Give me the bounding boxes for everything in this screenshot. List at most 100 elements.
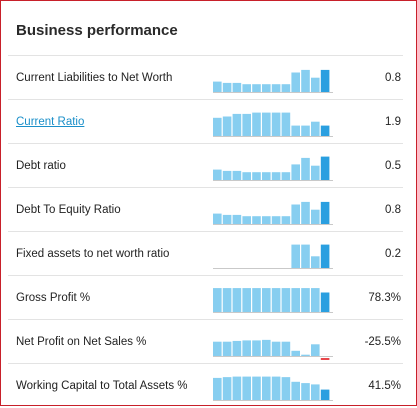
metric-label: Debt To Equity Ratio [16,204,121,216]
metric-value: 1.9 [385,116,401,128]
sparkline-bar [262,172,271,180]
metric-value: 0.8 [385,204,401,216]
sparkline-bar [311,77,320,92]
sparkline-bar [281,377,291,400]
sparkline-bar [252,376,261,400]
sparkline-bar [252,112,261,136]
sparkline-bar [222,116,232,136]
metric-value: 0.8 [385,72,401,84]
metric-label: Fixed assets to net worth ratio [16,248,170,260]
sparkline-bar [320,69,330,92]
metric-value: 0.2 [385,248,401,260]
metric-label: Working Capital to Total Assets % [16,380,188,392]
sparkline-bar [281,216,291,224]
sparkline-bar [301,201,310,224]
sparkline-bar [311,344,320,356]
sparkline-bar [242,113,251,136]
sparkline-bar [271,84,281,92]
sparkline-bar [311,256,320,268]
metric-label-link[interactable]: Current Ratio [16,116,85,128]
sparkline-bar [281,84,291,92]
sparkline-bar [213,377,222,400]
sparkline-bar [301,383,310,400]
sparkline-bar [301,69,310,92]
metric-label: Net Profit on Net Sales % [16,336,147,348]
sparkline-bar [320,125,330,136]
sparkline-bar [213,213,222,224]
sparkline-bar [222,170,232,180]
sparkline-bar [242,376,251,400]
sparkline-bar [213,117,222,136]
metric-row: Debt To Equity Ratio 0.8 [8,187,403,231]
sparkline-bar [252,172,261,180]
metric-row: Gross Profit % 78.3% [8,275,403,319]
sparkline-bar [213,288,222,312]
sparkline-bar [271,376,281,400]
sparkline-bar [262,339,271,356]
sparkline-bar [311,209,320,224]
sparkline-bar [213,341,222,356]
sparkline-bar [281,288,291,312]
sparkline-bar [291,244,300,268]
sparkline-bar [311,165,320,180]
sparkline-bar [291,72,300,92]
metric-value: 78.3% [368,292,401,304]
metrics-list: Current Liabilities to Net Worth 0.8 Curre… [8,55,403,407]
sparkline-bar [242,340,251,356]
sparkline-bar [262,288,271,312]
sparkline-bar [271,172,281,180]
sparkline-bar [320,201,330,224]
sparkline-bar [213,81,222,92]
sparkline-bar [301,354,310,356]
metric-row: Net Profit on Net Sales % -25.5% [8,319,403,363]
metric-row: Current Ratio 1.9 [8,99,403,143]
sparkline-bar [242,84,251,92]
sparkline-bar [320,244,330,268]
sparkline-bar [232,113,242,136]
sparkline-bar [232,170,242,180]
metric-value: 0.5 [385,160,401,172]
metric-sparkline [213,244,333,269]
sparkline-bar [291,204,300,224]
sparkline-bar [271,216,281,224]
sparkline-bar [252,216,261,224]
sparkline-bar [242,216,251,224]
sparkline-bar [271,341,281,356]
metric-label: Current Liabilities to Net Worth [16,72,173,84]
sparkline-bar [301,288,310,312]
metric-label: Gross Profit % [16,292,91,304]
sparkline-bar [222,82,232,92]
sparkline-bar [271,112,281,136]
sparkline-bar [320,389,330,400]
sparkline-bar [291,125,300,136]
sparkline-bar [320,292,330,312]
metric-label: Debt ratio [16,160,66,172]
sparkline-bar [242,288,251,312]
sparkline-bar [252,84,261,92]
sparkline-bar [301,244,310,268]
sparkline-bar [301,125,310,136]
sparkline-bar [301,157,310,180]
metric-value: 41.5% [368,380,401,392]
sparkline-bar [232,214,242,224]
sparkline-bar [281,112,291,136]
sparkline-bar [232,82,242,92]
sparkline-bar [311,288,320,312]
sparkline-bar [232,376,242,400]
sparkline-bar [222,288,232,312]
sparkline-bar [271,288,281,312]
metric-value: -25.5% [364,336,401,348]
metric-sparkline [213,69,333,93]
sparkline-bar [291,288,300,312]
sparkline-bar-negative [320,358,330,360]
sparkline-bar [222,341,232,356]
sparkline-bar [262,376,271,400]
sparkline-bar [281,172,291,180]
sparkline-bar [213,169,222,180]
sparkline-bar [291,164,300,180]
sparkline-bar [262,112,271,136]
metric-sparkline [213,112,333,137]
metric-sparkline [213,339,333,360]
metric-sparkline [213,156,333,181]
